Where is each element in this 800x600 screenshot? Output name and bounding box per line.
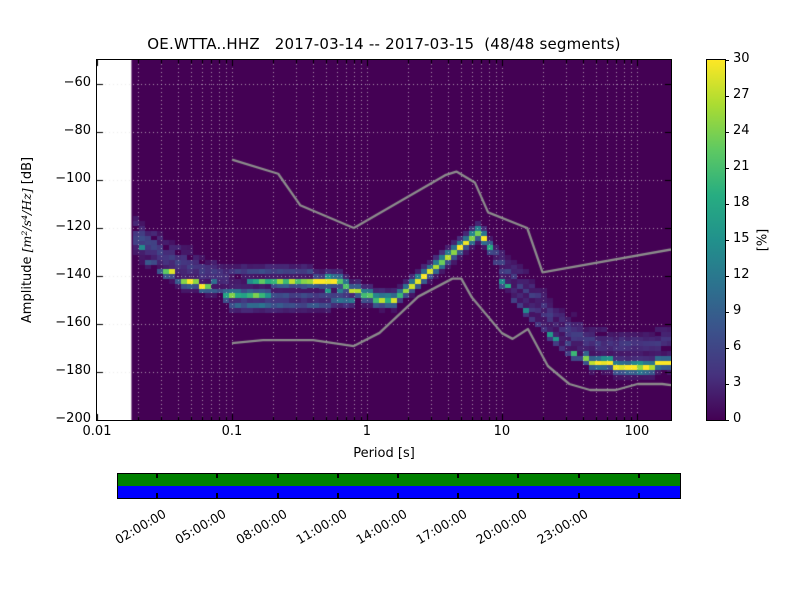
timeline-tick-mark — [216, 493, 219, 498]
timeline-time-label: 11:00:00 — [293, 506, 350, 548]
colorbar-tick-label: 15 — [733, 231, 750, 246]
x-tick-label: 0.1 — [221, 424, 243, 439]
y-tick-label: −160 — [55, 315, 91, 330]
timeline-tick-mark — [637, 493, 640, 498]
colorbar-tick-mark — [725, 59, 729, 61]
plot-frame — [96, 59, 672, 421]
timeline-tick-mark — [336, 473, 339, 478]
colorbar-label: [%] — [755, 228, 771, 252]
timeline-tick-mark — [517, 473, 520, 478]
colorbar-tick-label: 6 — [733, 339, 742, 354]
timeline-tick-mark — [457, 473, 460, 478]
y-tick-label: −180 — [55, 363, 91, 378]
timeline-tick-mark — [517, 493, 520, 498]
timeline-tick-mark — [577, 493, 580, 498]
colorbar-tick-label: 27 — [733, 87, 750, 102]
timeline-time-label: 20:00:00 — [473, 506, 530, 548]
colorbar-tick-mark — [725, 311, 729, 313]
x-tick-label: 0.01 — [82, 424, 112, 439]
colorbar-tick-mark — [725, 347, 729, 349]
colorbar-tick-label: 12 — [733, 267, 750, 282]
x-axis-label: Period [s] — [353, 446, 415, 461]
timeline-tick-mark — [397, 493, 399, 498]
timeline-tick-mark — [156, 473, 159, 478]
y-tick-label: −200 — [55, 411, 91, 426]
colorbar-tick-mark — [725, 275, 729, 277]
y-tick-label: −60 — [63, 75, 91, 90]
colorbar-tick-label: 0 — [733, 411, 742, 426]
timeline-tick-mark — [457, 493, 460, 498]
timeline-tick-mark — [156, 493, 159, 498]
colorbar-tick-mark — [725, 95, 729, 97]
timeline-tick-mark — [397, 473, 399, 478]
timeline-green-stripe — [118, 474, 680, 486]
data-availability-bar — [117, 473, 681, 499]
colorbar-tick-mark — [725, 167, 729, 169]
colorbar-tick-label: 21 — [733, 159, 750, 174]
timeline-tick-mark — [276, 473, 279, 478]
x-tick-label: 100 — [624, 424, 650, 439]
chart-title: OE.WTTA..HHZ 2017-03-14 -- 2017-03-15 (4… — [147, 35, 621, 53]
timeline-time-label: 02:00:00 — [112, 506, 169, 548]
colorbar-tick-label: 9 — [733, 303, 742, 318]
colorbar-tick-mark — [725, 203, 729, 205]
timeline-blue-stripe — [118, 486, 680, 498]
timeline-time-label: 17:00:00 — [413, 506, 470, 548]
timeline-time-label: 14:00:00 — [353, 506, 410, 548]
timeline-tick-mark — [577, 473, 580, 478]
timeline-tick-mark — [336, 493, 339, 498]
y-tick-label: −120 — [55, 219, 91, 234]
colorbar-tick-mark — [725, 383, 729, 385]
y-axis-label-suffix: [dB] — [20, 156, 35, 189]
colorbar-gradient — [707, 60, 725, 420]
colorbar-tick-label: 30 — [733, 51, 750, 66]
psd-heatmap-canvas — [97, 60, 671, 420]
timeline-time-label: 23:00:00 — [534, 506, 591, 548]
timeline-time-label: 08:00:00 — [232, 506, 290, 548]
x-tick-label: 10 — [493, 424, 511, 439]
colorbar-tick-label: 3 — [733, 375, 742, 390]
y-axis-label-units-math: [m²/s⁴/Hz] — [19, 188, 34, 253]
timeline-tick-mark — [276, 493, 279, 498]
x-tick-label: 1 — [362, 424, 372, 439]
y-tick-label: −100 — [55, 171, 91, 186]
y-axis-label: Amplitude [m²/s⁴/Hz] [dB] — [19, 157, 35, 323]
colorbar-tick-mark — [725, 131, 729, 133]
colorbar-tick-mark — [725, 239, 729, 241]
colorbar-tick-label: 18 — [733, 195, 750, 210]
colorbar-tick-mark — [725, 419, 729, 421]
timeline-time-label: 05:00:00 — [172, 506, 229, 548]
timeline-tick-mark — [216, 473, 219, 478]
y-tick-label: −80 — [63, 123, 91, 138]
colorbar-tick-label: 24 — [733, 123, 750, 138]
timeline-tick-mark — [637, 473, 640, 478]
y-tick-label: −140 — [55, 267, 91, 282]
y-axis-label-prefix: Amplitude — [20, 252, 35, 324]
